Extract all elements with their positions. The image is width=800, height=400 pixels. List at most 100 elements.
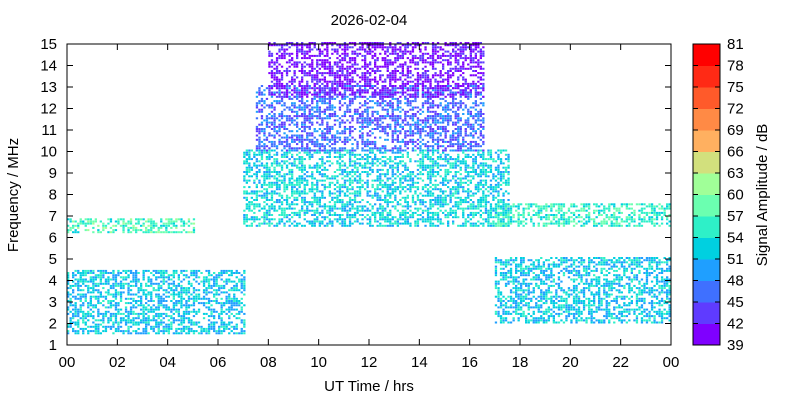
heatmap-cell xyxy=(442,97,445,100)
heatmap-cell xyxy=(439,128,442,130)
heatmap-cell xyxy=(165,323,168,326)
heatmap-cell xyxy=(361,140,364,143)
heatmap-cell xyxy=(449,119,452,122)
heatmap-cell xyxy=(268,89,271,92)
heatmap-cell xyxy=(127,289,130,292)
heatmap-cell xyxy=(190,293,193,296)
heatmap-cell xyxy=(371,119,374,122)
heatmap-cell xyxy=(396,138,399,141)
heatmap-cell xyxy=(145,229,148,232)
heatmap-cell xyxy=(381,207,384,210)
heatmap-cell xyxy=(389,209,392,212)
heatmap-cell xyxy=(280,113,284,115)
heatmap-cell xyxy=(449,164,452,167)
heatmap-cell xyxy=(195,310,198,313)
heatmap-cell xyxy=(87,330,90,333)
heatmap-cell xyxy=(175,302,178,305)
heatmap-cell xyxy=(288,220,291,223)
heatmap-cell xyxy=(454,91,457,94)
heatmap-cell xyxy=(474,173,477,176)
heatmap-cell xyxy=(399,140,402,143)
heatmap-cell xyxy=(89,302,92,305)
heatmap-cell xyxy=(99,332,102,335)
heatmap-cell xyxy=(361,199,364,201)
heatmap-cell xyxy=(479,164,482,167)
heatmap-cell xyxy=(394,145,397,148)
heatmap-cell xyxy=(112,332,115,335)
heatmap-cell xyxy=(318,149,321,152)
heatmap-cell xyxy=(92,295,95,298)
heatmap-cell xyxy=(89,280,92,283)
heatmap-cell xyxy=(255,95,259,98)
heatmap-cell xyxy=(260,149,264,152)
heatmap-cell xyxy=(444,160,447,163)
heatmap-cell xyxy=(321,190,324,193)
heatmap-cell xyxy=(235,308,238,311)
heatmap-cell xyxy=(291,186,294,189)
heatmap-cell xyxy=(507,158,510,161)
heatmap-cell xyxy=(220,308,223,311)
heatmap-cell xyxy=(454,201,457,204)
heatmap-cell xyxy=(452,194,455,197)
heatmap-cell xyxy=(351,214,354,216)
heatmap-cell xyxy=(150,229,153,232)
heatmap-cell xyxy=(444,173,447,176)
heatmap-cell xyxy=(459,117,462,120)
heatmap-cell xyxy=(328,220,331,223)
heatmap-cell xyxy=(416,110,420,113)
heatmap-cell xyxy=(351,97,354,100)
heatmap-cell xyxy=(404,136,407,139)
heatmap-cell xyxy=(132,317,135,320)
heatmap-cell xyxy=(323,113,326,115)
heatmap-cell xyxy=(406,115,409,118)
heatmap-cell xyxy=(185,276,188,279)
heatmap-cell xyxy=(268,209,271,212)
heatmap-cell xyxy=(348,218,352,221)
heatmap-cell xyxy=(328,222,331,225)
heatmap-cell xyxy=(464,149,467,152)
heatmap-cell xyxy=(353,216,357,219)
heatmap-cell xyxy=(482,121,485,124)
heatmap-cell xyxy=(298,115,301,118)
heatmap-cell xyxy=(479,175,482,178)
heatmap-cell xyxy=(255,177,258,180)
heatmap-cell xyxy=(243,280,246,283)
heatmap-cell xyxy=(439,117,442,120)
heatmap-cell xyxy=(190,327,193,330)
heatmap-cell xyxy=(142,319,145,322)
heatmap-cell xyxy=(381,115,384,118)
heatmap-cell xyxy=(94,327,97,330)
heatmap-cell xyxy=(386,216,389,219)
heatmap-cell xyxy=(270,102,274,105)
heatmap-cell xyxy=(424,123,427,126)
heatmap-cell xyxy=(426,218,430,221)
heatmap-cell xyxy=(129,226,133,229)
heatmap-cell xyxy=(127,220,130,223)
heatmap-cell xyxy=(338,121,342,124)
heatmap-cell xyxy=(298,209,301,212)
heatmap-cell xyxy=(275,102,279,105)
heatmap-cell xyxy=(316,138,319,141)
heatmap-cell xyxy=(233,295,236,298)
heatmap-cell xyxy=(301,171,304,173)
heatmap-cell xyxy=(210,284,213,287)
heatmap-cell xyxy=(376,160,379,163)
heatmap-cell xyxy=(150,310,153,313)
heatmap-cell xyxy=(243,175,246,178)
heatmap-cell xyxy=(145,319,148,322)
heatmap-cell xyxy=(439,190,442,193)
heatmap-cell xyxy=(177,302,180,305)
heatmap-cell xyxy=(114,312,118,315)
heatmap-cell xyxy=(356,119,359,122)
heatmap-cell xyxy=(215,302,218,305)
heatmap-cell xyxy=(84,280,87,283)
heatmap-cell xyxy=(366,140,369,143)
heatmap-cell xyxy=(74,308,77,311)
heatmap-cell xyxy=(479,168,482,171)
heatmap-cell xyxy=(431,192,435,195)
heatmap-cell xyxy=(152,289,155,292)
heatmap-cell xyxy=(270,214,274,216)
heatmap-cell xyxy=(399,151,402,154)
heatmap-cell xyxy=(152,220,155,223)
heatmap-cell xyxy=(333,177,337,180)
